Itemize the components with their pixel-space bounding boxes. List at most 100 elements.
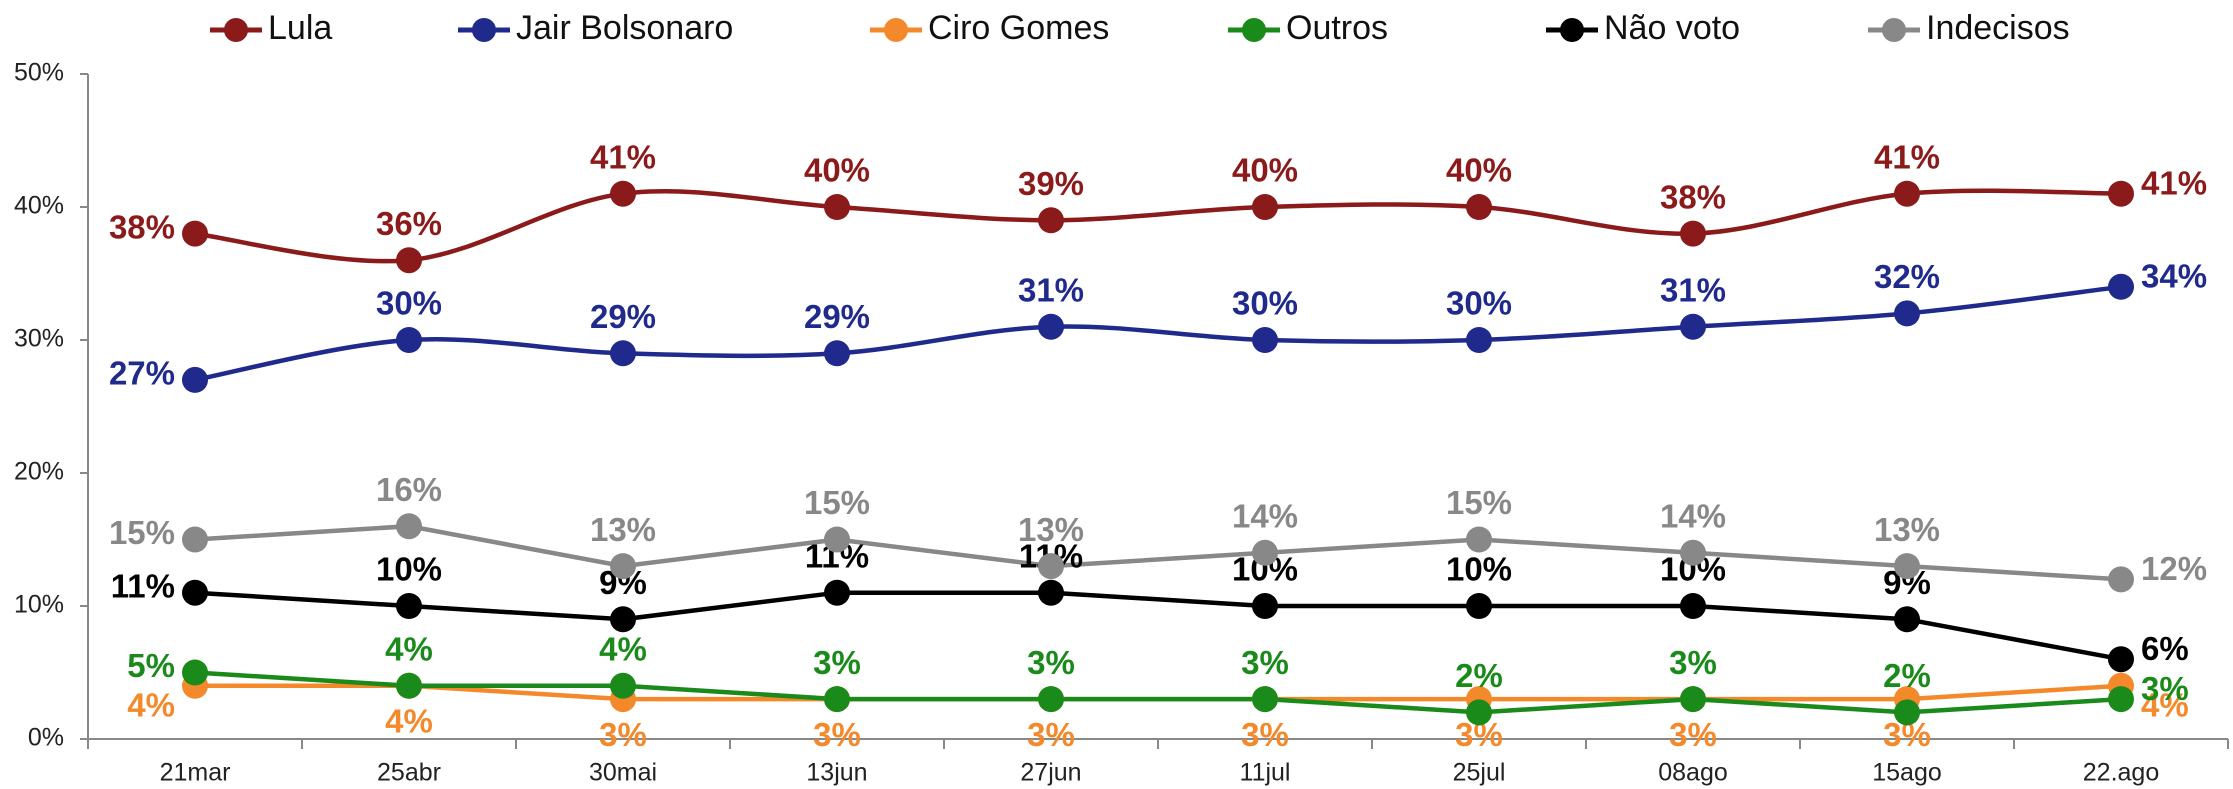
value-label: 15% (1446, 484, 1512, 521)
legend-marker (1882, 18, 1906, 42)
value-label: 30% (1446, 285, 1512, 322)
series-line (194, 284, 2122, 383)
y-tick-label: 0% (28, 724, 64, 752)
value-label: 16% (376, 471, 442, 508)
x-tick-label: 25jul (1453, 759, 1506, 787)
marker (396, 513, 422, 540)
value-label: 30% (1232, 285, 1298, 322)
value-label: 13% (1018, 511, 1084, 548)
marker (1252, 593, 1278, 619)
value-label: 34% (2141, 258, 2207, 295)
marker (2108, 273, 2134, 300)
value-label: 13% (590, 511, 656, 548)
x-tick-label: 21mar (160, 759, 231, 787)
marker (1038, 686, 1064, 713)
marker (1680, 220, 1706, 247)
marker (396, 672, 422, 699)
marker (610, 180, 636, 207)
value-label: 11% (111, 567, 175, 604)
marker (1466, 327, 1492, 353)
value-label: 2% (1883, 657, 1931, 694)
value-label: 10% (1446, 551, 1512, 588)
value-label: 3% (599, 716, 647, 753)
value-label: 3% (813, 644, 861, 681)
value-label: 38% (109, 208, 175, 245)
marker (824, 340, 850, 367)
value-label: 3% (1241, 716, 1289, 753)
marker (1038, 579, 1064, 606)
value-label: 4% (385, 631, 433, 668)
value-label: 31% (1660, 271, 1726, 308)
marker (1680, 313, 1706, 340)
marker (2108, 180, 2134, 207)
value-label: 3% (813, 716, 861, 753)
legend-label: Lula (268, 9, 332, 47)
legend-marker (472, 18, 496, 42)
value-label: 29% (804, 298, 870, 335)
marker (1894, 553, 1920, 580)
x-tick-label: 27jun (1020, 759, 1081, 787)
marker (396, 327, 422, 353)
legend-label: Jair Bolsonaro (516, 9, 733, 47)
value-label: 27% (109, 355, 175, 392)
marker (1038, 553, 1064, 580)
value-label: 40% (804, 152, 870, 189)
marker (1466, 526, 1492, 553)
legend-marker (1242, 18, 1266, 42)
value-label: 3% (1027, 644, 1075, 681)
x-tick-label: 30mai (589, 759, 657, 787)
marker (182, 220, 208, 247)
y-tick-label: 50% (14, 59, 64, 87)
value-label: 15% (109, 514, 175, 551)
y-tick-label: 30% (14, 325, 64, 353)
marker (1038, 313, 1064, 340)
value-label: 10% (376, 551, 442, 588)
value-label: 3% (1241, 644, 1289, 681)
value-label: 12% (2141, 550, 2207, 587)
y-tick-label: 10% (14, 591, 64, 619)
marker (2108, 646, 2134, 673)
value-label: 30% (376, 285, 442, 322)
y-tick-label: 20% (14, 458, 64, 486)
value-label: 3% (1669, 644, 1717, 681)
value-label: 29% (590, 298, 656, 335)
marker (1894, 180, 1920, 207)
marker (182, 579, 208, 606)
marker (610, 606, 636, 633)
x-tick-label: 25abr (377, 759, 441, 787)
value-label: 4% (599, 631, 647, 668)
value-label: 6% (2141, 630, 2189, 667)
marker (1252, 539, 1278, 566)
marker (824, 686, 850, 713)
value-label: 38% (1660, 178, 1726, 215)
value-label: 31% (1018, 271, 1084, 308)
value-label: 3% (1669, 716, 1717, 753)
legend-label: Outros (1286, 9, 1388, 47)
marker (396, 593, 422, 619)
value-label: 41% (1874, 138, 1940, 175)
marker (1680, 539, 1706, 566)
marker (396, 247, 422, 274)
legend-marker (224, 18, 248, 42)
series-line (194, 590, 2122, 662)
value-label: 40% (1446, 152, 1512, 189)
marker (610, 672, 636, 699)
marker (182, 526, 208, 553)
marker (824, 526, 850, 553)
legend-marker (884, 18, 908, 42)
value-label: 5% (127, 647, 175, 684)
marker (1466, 699, 1492, 726)
x-tick-label: 15ago (1872, 759, 1942, 787)
value-label: 32% (1874, 258, 1940, 295)
legend-label: Não voto (1604, 9, 1740, 47)
marker (1680, 593, 1706, 619)
value-label: 40% (1232, 152, 1298, 189)
value-label: 13% (1874, 511, 1940, 548)
value-label: 3% (2141, 670, 2189, 707)
marker (824, 194, 850, 220)
marker (1252, 686, 1278, 713)
x-tick-label: 11jul (1240, 759, 1291, 787)
marker (1252, 327, 1278, 353)
value-label: 39% (1018, 165, 1084, 202)
